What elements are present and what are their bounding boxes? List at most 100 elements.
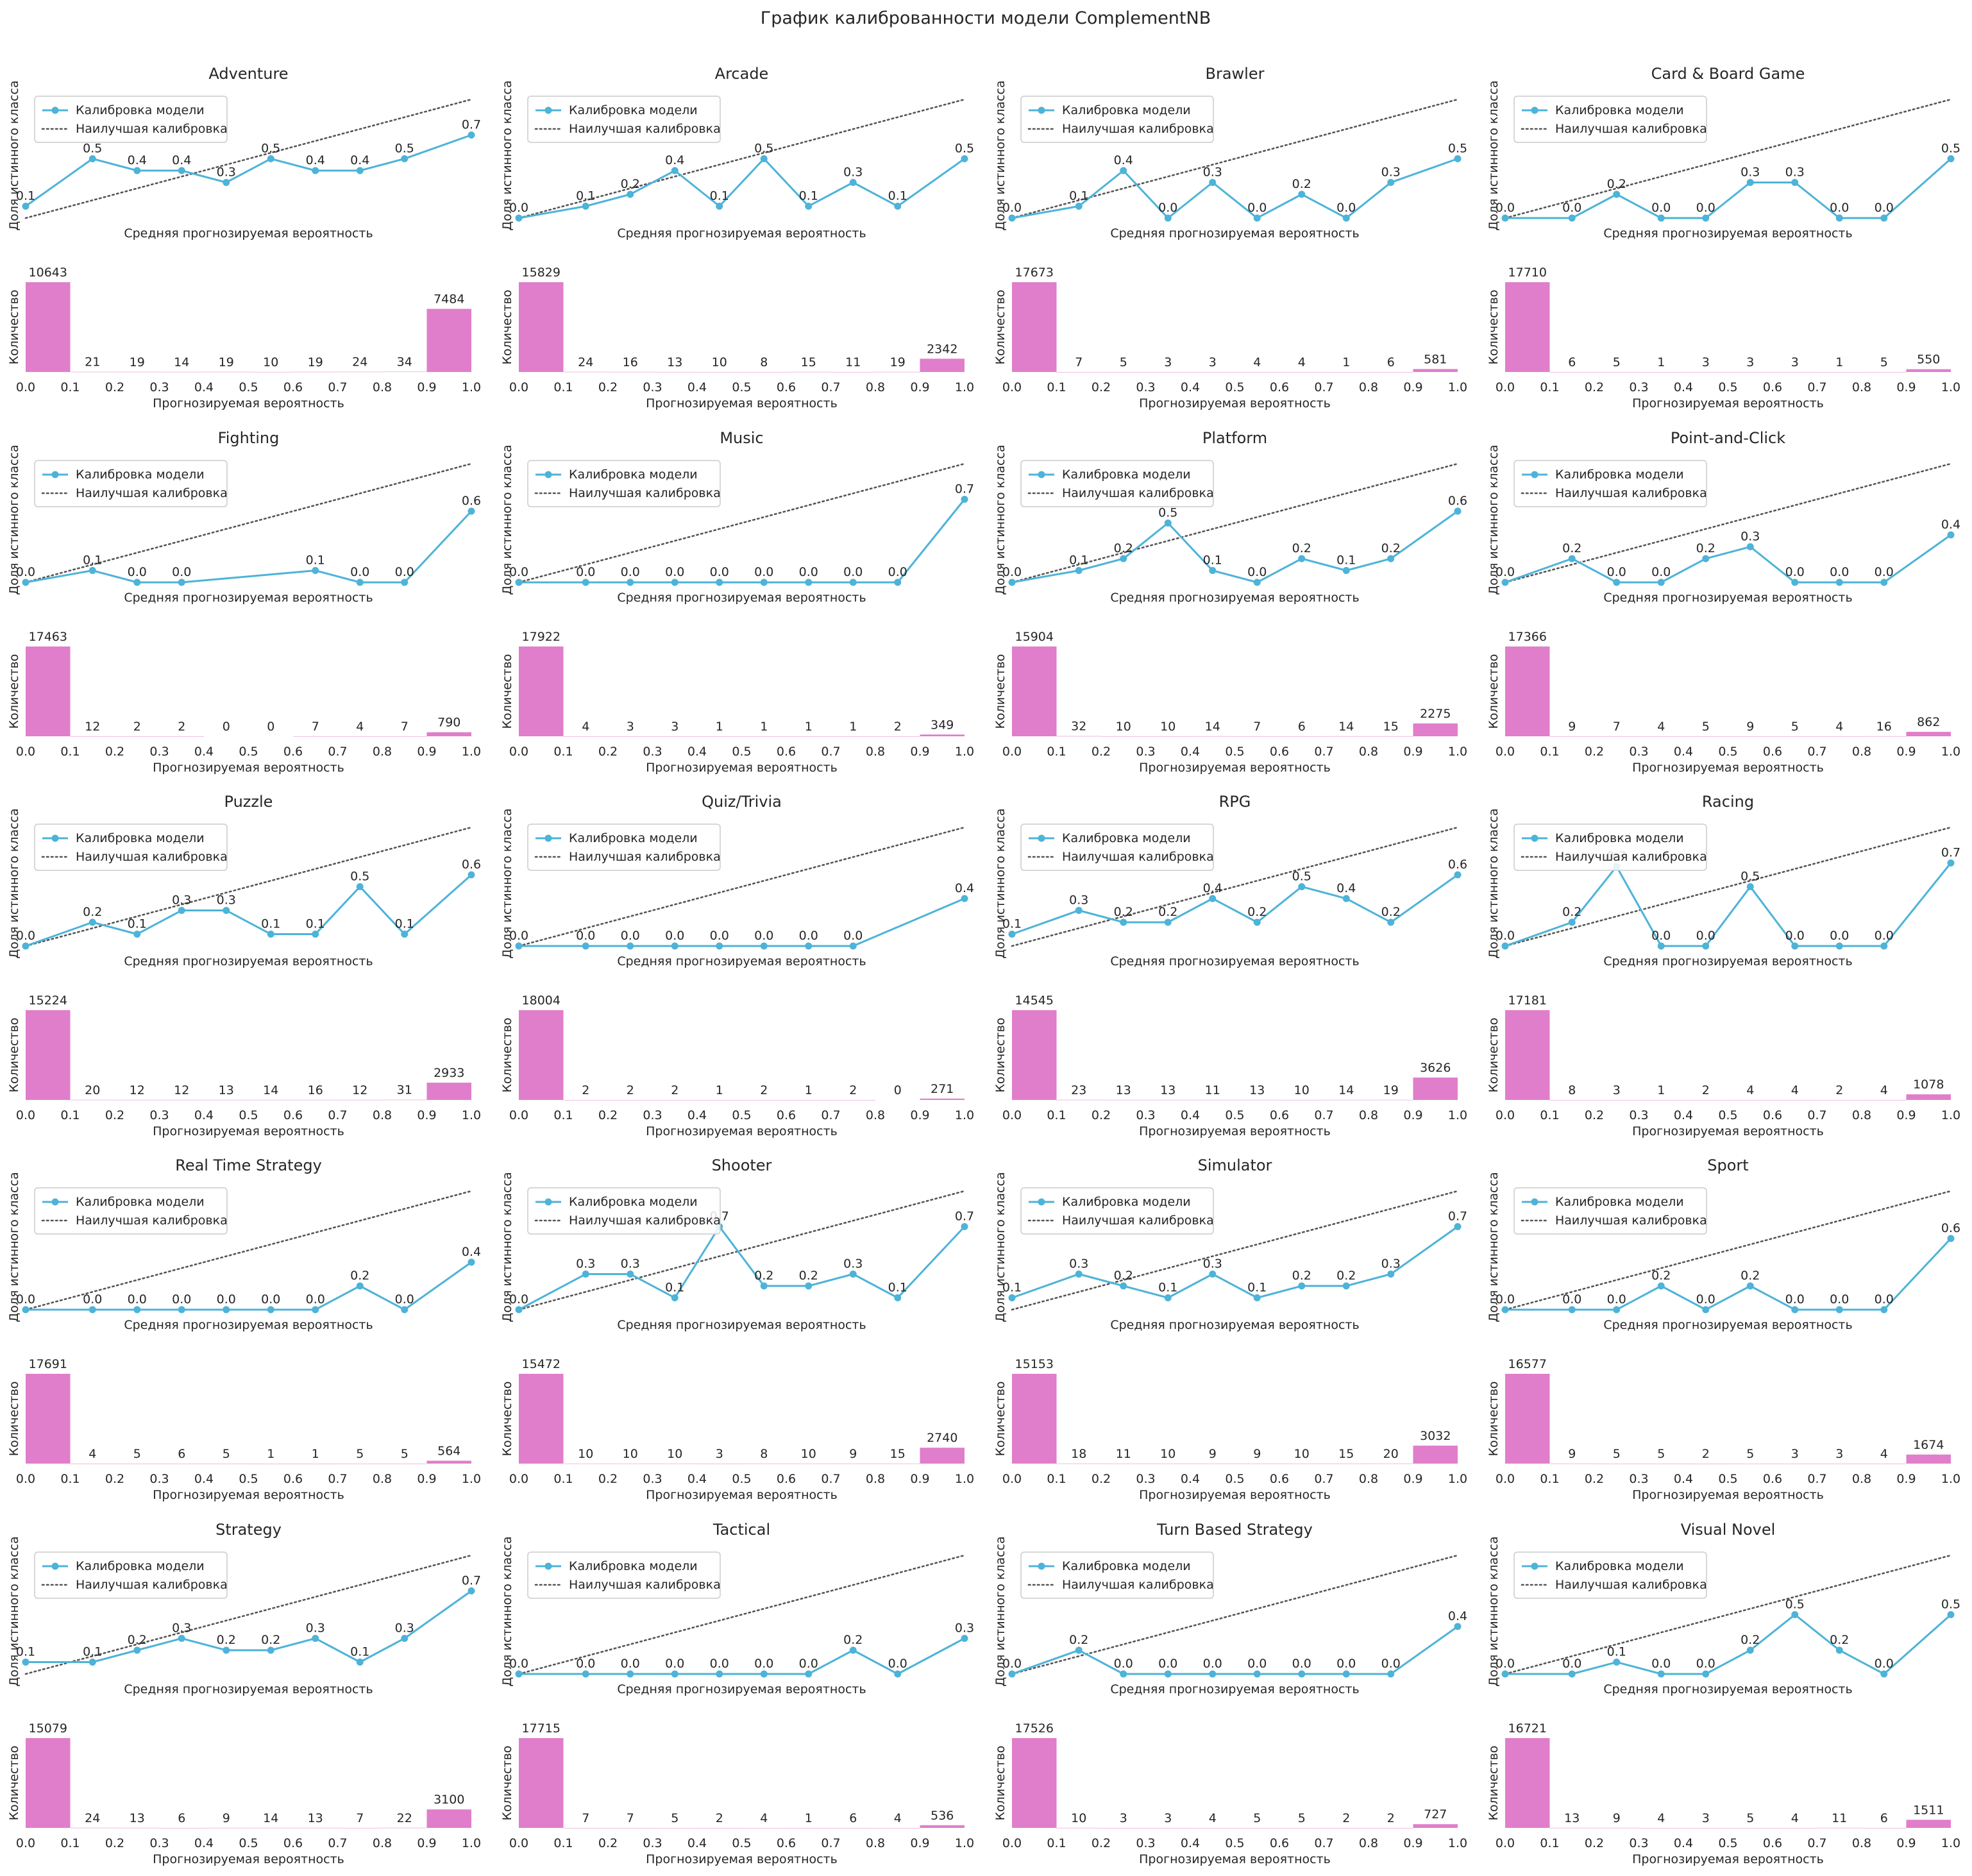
calibration-point <box>1657 579 1665 586</box>
histogram-count-label: 12 <box>130 1083 145 1097</box>
histogram-count-label: 862 <box>1917 715 1940 729</box>
histogram-bar <box>1773 736 1817 737</box>
x-tick-label: 0.7 <box>1807 1108 1826 1122</box>
histogram-bar <box>1683 1827 1728 1829</box>
histogram-count-label: 7 <box>582 1811 589 1825</box>
legend: Калибровка модели Наилучшая калибровка <box>527 824 721 871</box>
histogram-count-label: 3 <box>1746 355 1754 369</box>
calibration-value-label: 0.0 <box>799 565 818 579</box>
x-tick-label: 0.4 <box>194 1108 214 1122</box>
histogram-count-label: 9 <box>1746 720 1754 734</box>
histogram-bar <box>1639 371 1683 373</box>
histogram-bar <box>563 1827 608 1829</box>
histogram-bar <box>608 371 653 373</box>
x-tick-label: 0.3 <box>149 1108 169 1122</box>
calibration-point <box>468 1587 475 1594</box>
calibration-point <box>88 1306 96 1314</box>
histogram-count-label: 14 <box>174 355 189 369</box>
calibration-value-label: 0.7 <box>1941 846 1960 860</box>
legend-box <box>527 96 721 143</box>
legend-model-marker <box>1531 1562 1538 1570</box>
x-tick-label: 0.6 <box>283 1108 303 1122</box>
x-tick-label: 0.3 <box>643 1472 662 1486</box>
legend-best-label: Наилучшая калибровка <box>1062 122 1214 136</box>
histogram-count-label: 4 <box>1746 1083 1754 1097</box>
histogram-bar <box>875 736 920 737</box>
calibration-point <box>1947 1611 1955 1618</box>
x-tick-label: 0.5 <box>1225 1836 1244 1850</box>
calibration-value-label: 0.3 <box>1785 165 1805 180</box>
x-tick-label: 0.6 <box>777 745 796 759</box>
calibration-point <box>401 931 409 938</box>
calibration-point <box>468 131 475 139</box>
x-tick-label: 0.0 <box>1002 1836 1022 1850</box>
perfect-calibration-line <box>1011 462 1459 584</box>
x-tick-label: 0.2 <box>1091 1108 1111 1122</box>
x-tick-label: 0.9 <box>1403 1472 1422 1486</box>
calibration-y-label: Доля истинного класса <box>7 1536 21 1686</box>
histogram-bar <box>1594 371 1639 373</box>
x-tick-label: 0.4 <box>1674 1472 1693 1486</box>
histogram-x-label: Прогнозируемая вероятность <box>153 1124 344 1138</box>
histogram-y-label: Количество <box>993 290 1007 365</box>
perfect-calibration-line <box>1011 1190 1459 1311</box>
calibration-x-label: Средняя прогнозируемая вероятность <box>1110 1318 1359 1332</box>
calibration-point <box>1657 1670 1665 1678</box>
histogram-bar <box>1906 1820 1951 1828</box>
x-tick-label: 0.1 <box>1047 1836 1066 1850</box>
x-tick-label: 0.7 <box>1314 380 1333 394</box>
legend: Калибровка модели Наилучшая калибровка <box>1020 824 1214 871</box>
calibration-value-label: 0.0 <box>1830 565 1849 579</box>
x-tick-label: 0.7 <box>328 380 347 394</box>
histogram-bar <box>786 1099 831 1101</box>
histogram-bar <box>830 1099 875 1101</box>
x-tick-label: 0.2 <box>105 1836 124 1850</box>
calibration-value-label: 0.3 <box>172 893 191 908</box>
legend-model-label: Калибровка модели <box>76 1559 205 1573</box>
histogram-count-label: 9 <box>849 1447 857 1461</box>
calibration-y-label: Доля истинного класса <box>7 1172 21 1322</box>
histogram-count-label: 4 <box>1657 720 1665 734</box>
legend: Калибровка модели Наилучшая калибровка <box>527 96 721 143</box>
legend-best-label: Наилучшая калибровка <box>1555 1213 1707 1228</box>
calibration-point <box>267 155 274 162</box>
calibration-point <box>1835 579 1843 586</box>
histogram-count-label: 2 <box>849 1083 857 1097</box>
histogram-bar <box>1279 371 1324 373</box>
x-tick-label: 0.3 <box>1629 1108 1648 1122</box>
histogram-count-label: 22 <box>397 1811 412 1825</box>
histogram-bar <box>920 1825 965 1828</box>
calibration-value-label: 0.5 <box>1292 870 1311 884</box>
x-tick-label: 0.2 <box>1091 380 1111 394</box>
histogram-bar <box>1190 736 1235 737</box>
calibration-value-label: 0.0 <box>710 1657 729 1671</box>
legend: Калибровка модели Наилучшая калибровка <box>1513 824 1707 871</box>
histogram-count-label: 3 <box>1702 1811 1710 1825</box>
calibration-value-label: 0.0 <box>16 1292 35 1306</box>
calibration-value-label: 0.3 <box>1381 1257 1401 1271</box>
histogram-count-label: 7 <box>1253 720 1261 734</box>
x-tick-label: 0.2 <box>1091 745 1111 759</box>
calibration-point <box>1501 1306 1509 1314</box>
histogram-count-label: 15224 <box>29 993 67 1008</box>
legend-best-label: Наилучшая калибровка <box>1062 1213 1214 1228</box>
calibration-line <box>25 510 473 584</box>
x-tick-label: 0.5 <box>1718 1108 1737 1122</box>
histogram-count-label: 4 <box>1880 1083 1888 1097</box>
legend: Калибровка модели Наилучшая калибровка <box>1020 1187 1214 1235</box>
x-tick-label: 0.5 <box>732 1836 751 1850</box>
legend-best-label: Наилучшая калибровка <box>569 1213 721 1228</box>
histogram-y-label: Количество <box>1487 1018 1501 1093</box>
histogram-bar <box>1728 371 1773 373</box>
calibration-line <box>25 134 472 207</box>
calibration-value-label: 0.0 <box>621 565 640 579</box>
histogram-count-label: 1078 <box>1913 1077 1944 1092</box>
histogram-count-label: 15904 <box>1015 630 1054 644</box>
x-tick-label: 0.3 <box>1136 1108 1155 1122</box>
calibration-point <box>1298 883 1306 890</box>
calibration-point <box>356 1659 364 1666</box>
calibration-value-label: 0.6 <box>462 858 481 872</box>
calibration-y-label: Доля истинного класса <box>7 808 21 958</box>
x-tick-label: 0.3 <box>1136 380 1155 394</box>
calibration-value-label: 0.2 <box>1381 905 1401 919</box>
